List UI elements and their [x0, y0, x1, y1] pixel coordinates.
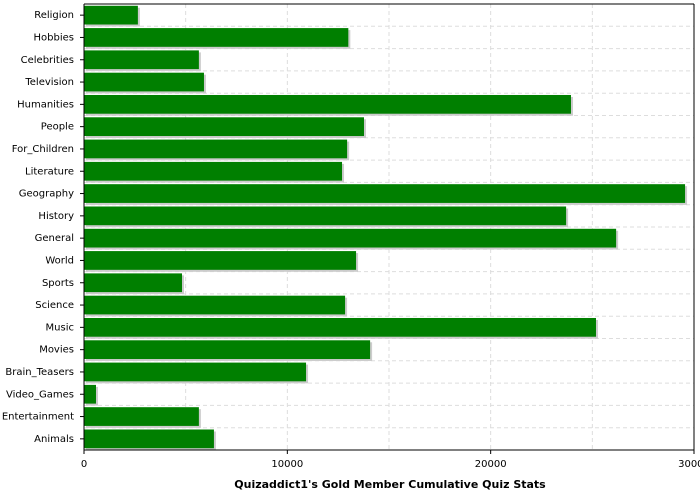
bar [84, 206, 567, 226]
bar [84, 94, 571, 114]
bar [84, 161, 343, 181]
y-tick-label: Entertainment [2, 412, 74, 423]
bar [84, 5, 138, 25]
bar [84, 429, 214, 449]
y-tick-label: Brain_Teasers [5, 367, 74, 378]
bar [84, 139, 348, 159]
y-tick-label: Television [24, 77, 74, 88]
bar [84, 295, 346, 315]
y-tick-label: Humanities [17, 99, 74, 110]
bar [84, 273, 183, 293]
y-tick-label: Celebrities [21, 55, 74, 66]
y-tick-label: World [45, 255, 74, 266]
y-tick-label: Hobbies [34, 32, 74, 43]
x-tick-label: 0 [81, 459, 87, 470]
y-tick-label: Literature [25, 166, 74, 177]
bar [84, 50, 199, 70]
bar [84, 72, 204, 92]
bar [84, 228, 617, 248]
x-tick-label: 30000 [678, 459, 700, 470]
y-tick-label: For_Children [12, 144, 74, 155]
bar [84, 362, 307, 382]
bar [84, 340, 371, 360]
y-tick-label: Geography [19, 189, 74, 200]
bar [84, 317, 596, 337]
y-tick-label: General [35, 233, 74, 244]
y-tick-label: Video_Games [6, 389, 74, 400]
bar [84, 251, 357, 270]
y-tick-label: Science [35, 300, 74, 311]
y-tick-label: Movies [39, 345, 74, 356]
y-tick-label: People [41, 122, 74, 133]
x-tick-label: 20000 [475, 459, 507, 470]
y-tick-label: Religion [34, 10, 74, 21]
bar [84, 184, 686, 203]
y-tick-label: History [38, 211, 74, 222]
y-tick-label: Sports [42, 278, 74, 289]
y-tick-label: Animals [34, 434, 74, 445]
bar [84, 384, 96, 404]
bar [84, 407, 199, 426]
bar [84, 117, 364, 137]
bar [84, 28, 349, 47]
y-tick-label: Music [46, 322, 74, 333]
x-tick-label: 10000 [271, 459, 303, 470]
chart-title: Quizaddict1's Gold Member Cumulative Qui… [234, 478, 546, 491]
